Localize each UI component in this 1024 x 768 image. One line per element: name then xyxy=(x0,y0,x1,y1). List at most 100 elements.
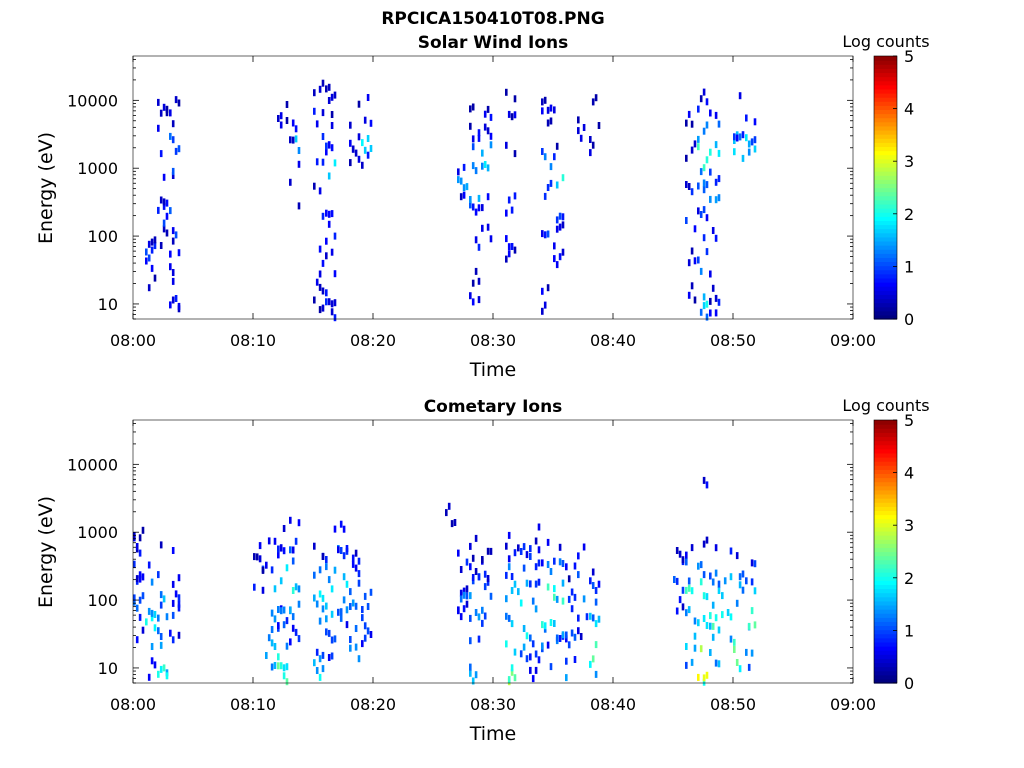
heatmap-cell xyxy=(321,605,325,613)
colorbar-swatch xyxy=(874,142,897,148)
heatmap-cell xyxy=(753,560,757,568)
colorbar-swatch xyxy=(874,436,897,442)
heatmap-cell xyxy=(474,568,478,575)
heatmap-cell xyxy=(351,145,355,153)
colorbar-swatch xyxy=(874,97,897,102)
heatmap-cell xyxy=(162,198,166,206)
heatmap-cell xyxy=(481,224,484,232)
heatmap-cell xyxy=(481,204,484,212)
heatmap-cell xyxy=(525,579,529,587)
heatmap-cell xyxy=(534,563,538,571)
heatmap-cell xyxy=(318,187,322,195)
colorbar-swatch xyxy=(874,224,897,230)
colorbar-swatch xyxy=(874,489,897,495)
heatmap-cell xyxy=(171,547,175,554)
heatmap-cell xyxy=(507,676,511,684)
heatmap-cell xyxy=(675,577,679,585)
heatmap-cell xyxy=(702,592,706,600)
heatmap-cell xyxy=(567,575,571,583)
heatmap-cell xyxy=(531,597,535,605)
heatmap-cell xyxy=(462,163,466,171)
heatmap-cell xyxy=(477,296,481,304)
heatmap-cell xyxy=(534,580,538,588)
heatmap-cell xyxy=(342,596,346,604)
heatmap-cell xyxy=(675,547,679,554)
colorbar-swatch xyxy=(874,162,897,168)
heatmap-cell xyxy=(363,634,367,642)
heatmap-cell xyxy=(285,101,289,108)
heatmap-cell xyxy=(477,204,481,212)
heatmap-cell xyxy=(477,194,481,202)
heatmap-cell xyxy=(282,664,286,672)
heatmap-cell xyxy=(486,578,490,586)
heatmap-cell xyxy=(697,105,700,113)
heatmap-cell xyxy=(558,635,562,642)
heatmap-cell xyxy=(147,254,151,262)
heatmap-cell xyxy=(277,662,280,670)
heatmap-cell xyxy=(549,104,553,112)
colorbar-tick-label: 4 xyxy=(904,464,914,483)
heatmap-cell xyxy=(721,611,724,619)
heatmap-cell xyxy=(366,135,370,142)
colorbar-swatch xyxy=(874,522,897,528)
colorbar-swatch xyxy=(874,232,897,238)
y-tick-label: 100 xyxy=(87,591,118,610)
heatmap-cell xyxy=(165,672,169,680)
colorbar-tick-label: 0 xyxy=(904,674,914,693)
heatmap-cell xyxy=(597,615,601,623)
colorbar-swatch xyxy=(874,506,897,512)
colorbar-tick-label: 3 xyxy=(904,152,914,171)
heatmap-cell xyxy=(486,575,490,582)
heatmap-cell xyxy=(327,298,331,306)
heatmap-cell xyxy=(510,587,514,594)
heatmap-cell xyxy=(709,297,712,305)
heatmap-cell xyxy=(321,212,325,220)
heatmap-cell xyxy=(457,606,460,614)
heatmap-cell xyxy=(363,116,367,124)
heatmap-cell xyxy=(477,573,481,581)
heatmap-cell xyxy=(702,186,706,194)
heatmap-cell xyxy=(747,622,751,630)
heatmap-cell xyxy=(330,111,334,118)
heatmap-cell xyxy=(505,235,508,243)
heatmap-cell xyxy=(273,643,277,650)
heatmap-cell xyxy=(285,642,289,650)
heatmap-cell xyxy=(721,592,724,600)
heatmap-cell xyxy=(489,141,493,149)
x-tick-label: 08:20 xyxy=(350,695,396,714)
heatmap-cell xyxy=(462,605,466,613)
heatmap-cell xyxy=(693,632,697,640)
colorbar-swatch xyxy=(874,129,897,135)
heatmap-cell xyxy=(318,270,322,278)
heatmap-cell xyxy=(510,243,514,250)
heatmap-cell xyxy=(553,242,556,250)
heatmap-cell xyxy=(361,606,364,613)
heatmap-cell xyxy=(697,562,700,570)
heatmap-cell xyxy=(702,127,706,135)
heatmap-cell xyxy=(733,646,736,653)
heatmap-cell xyxy=(702,678,706,686)
heatmap-cell xyxy=(702,293,706,301)
heatmap-cell xyxy=(531,640,535,648)
heatmap-cell xyxy=(327,83,331,91)
heatmap-cell xyxy=(699,308,703,316)
heatmap-cell xyxy=(534,666,538,674)
heatmap-cell xyxy=(597,580,601,588)
colorbar-swatch xyxy=(874,613,897,618)
heatmap-cell xyxy=(591,141,595,149)
heatmap-cell xyxy=(561,579,565,587)
heatmap-cell xyxy=(507,196,511,204)
heatmap-cell xyxy=(597,122,601,129)
heatmap-cell xyxy=(709,649,712,656)
heatmap-cell xyxy=(709,148,712,156)
heatmap-cell xyxy=(330,300,334,308)
heatmap-cell xyxy=(321,553,325,560)
heatmap-cell xyxy=(507,250,511,258)
heatmap-cell xyxy=(474,671,478,679)
heatmap-cell xyxy=(573,562,577,570)
heatmap-cell xyxy=(486,105,490,113)
colorbar-swatch xyxy=(874,609,897,614)
heatmap-cell xyxy=(577,614,580,622)
heatmap-cell xyxy=(169,250,172,258)
heatmap-cell xyxy=(678,550,682,558)
